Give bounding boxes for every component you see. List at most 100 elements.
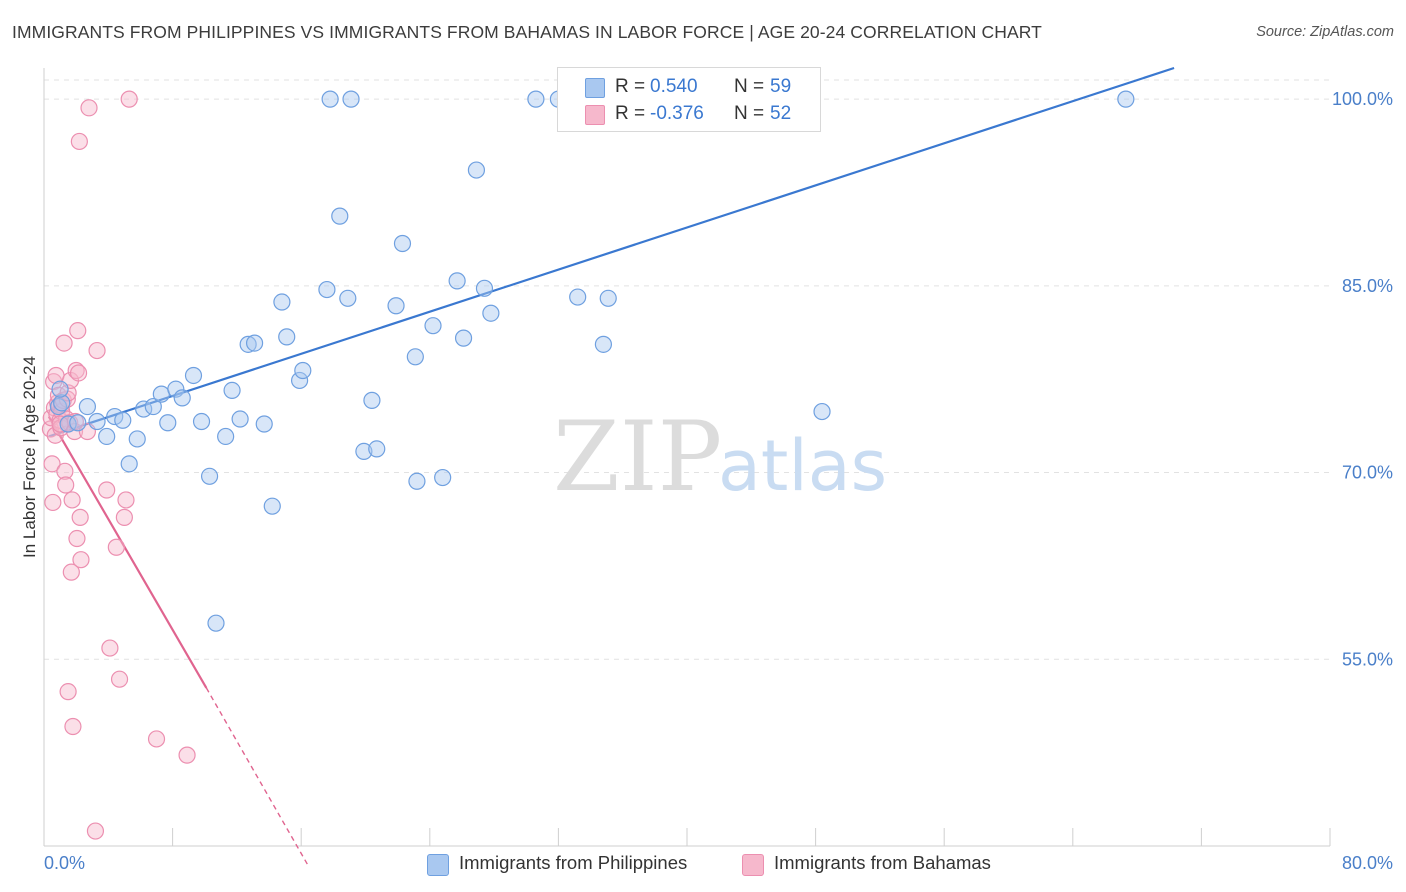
legend-row-philippines: R = 0.540 N = 59 [558, 76, 820, 100]
data-point-philippines [393, 234, 412, 253]
legend-r-value: -0.376 [650, 103, 704, 124]
legend-n-value: 52 [770, 103, 792, 124]
data-point-bahamas [120, 90, 138, 108]
gridlines [44, 79, 1330, 660]
data-point-philippines [1117, 90, 1135, 108]
watermark-zip: ZIP [553, 401, 722, 513]
trend-lines [47, 66, 1175, 866]
data-point-bahamas [43, 455, 61, 473]
data-point-philippines [406, 348, 424, 366]
data-point-philippines [135, 400, 153, 418]
data-point-philippines [98, 427, 116, 446]
data-point-bahamas [57, 476, 75, 494]
y-axis-label-group: In Labor Force | Age 20-24 [20, 356, 39, 558]
data-point-philippines [78, 397, 97, 416]
trend-line-1 [47, 415, 208, 689]
legend-r-value: 0.540 [650, 76, 698, 97]
data-point-bahamas [70, 132, 88, 151]
axes [43, 68, 1331, 847]
data-point-philippines [339, 289, 357, 307]
data-point-philippines [120, 455, 138, 473]
y-tick-label: 70.0% [1342, 463, 1393, 483]
series-label-philippines: Immigrants from Philippines [459, 852, 688, 873]
legend-n-value: 59 [770, 76, 792, 97]
data-points [41, 90, 1135, 840]
data-point-philippines [128, 430, 146, 448]
data-point-bahamas [80, 99, 98, 117]
data-point-philippines [51, 380, 69, 398]
data-point-bahamas [67, 361, 85, 380]
data-point-bahamas [98, 481, 116, 499]
data-point-philippines [387, 297, 405, 315]
data-point-philippines [114, 411, 132, 429]
data-point-philippines [207, 614, 225, 632]
data-point-bahamas [107, 538, 125, 556]
data-point-philippines [594, 335, 613, 353]
data-point-philippines [239, 335, 257, 353]
data-point-philippines [144, 397, 162, 416]
data-point-philippines [200, 467, 219, 485]
data-point-philippines [475, 279, 494, 297]
data-point-philippines [192, 412, 211, 431]
data-point-bahamas [147, 730, 166, 748]
data-point-philippines [321, 90, 339, 108]
data-point-bahamas [71, 508, 89, 526]
data-point-bahamas [63, 491, 81, 509]
trend-line-extension-1 [205, 687, 309, 866]
data-point-philippines [368, 440, 386, 458]
data-point-philippines [53, 394, 71, 412]
data-point-philippines [318, 280, 336, 299]
data-point-philippines [363, 391, 381, 409]
y-tick-label: 85.0% [1342, 276, 1393, 296]
data-point-bahamas [110, 670, 129, 688]
chart-title: IMMIGRANTS FROM PHILIPPINES VS IMMIGRANT… [12, 22, 1042, 42]
series-swatch-philippines [427, 854, 449, 876]
data-point-philippines [294, 361, 312, 380]
legend-n-key: N = [734, 103, 765, 124]
data-point-philippines [331, 207, 349, 225]
data-point-philippines [599, 289, 617, 307]
data-point-bahamas [69, 322, 87, 340]
y-axis-label: In Labor Force | Age 20-24 [20, 356, 39, 558]
data-point-philippines [467, 161, 486, 179]
data-point-philippines [167, 380, 185, 398]
series-swatch-bahamas [742, 854, 764, 876]
data-point-philippines [454, 329, 473, 347]
correlation-legend: R = 0.540 N = 59 R = -0.376 N = 52 [557, 67, 821, 132]
legend-n-key: N = [734, 76, 765, 97]
data-point-bahamas [62, 563, 80, 581]
data-point-philippines [245, 334, 264, 352]
data-point-bahamas [101, 639, 119, 657]
y-tick-label: 100.0% [1332, 89, 1393, 109]
data-point-bahamas [59, 683, 77, 701]
data-point-philippines [342, 90, 360, 108]
data-point-bahamas [44, 493, 62, 512]
series-label-bahamas: Immigrants from Bahamas [774, 852, 991, 873]
data-point-bahamas [117, 491, 135, 509]
data-point-philippines [152, 385, 170, 403]
data-point-bahamas [64, 717, 82, 736]
data-point-philippines [408, 472, 426, 490]
data-point-bahamas [68, 529, 86, 548]
data-point-philippines [106, 407, 124, 426]
data-point-philippines [88, 412, 106, 431]
data-point-philippines [231, 410, 249, 428]
watermark: ZIP atlas [553, 401, 887, 513]
data-point-bahamas [69, 364, 88, 382]
data-point-philippines [173, 389, 191, 407]
data-point-philippines [569, 288, 587, 306]
data-point-philippines [813, 402, 831, 421]
x-tick-label: 0.0% [44, 853, 85, 873]
trend-line-0 [48, 66, 1175, 438]
source-credit: Source: ZipAtlas.com [1256, 24, 1394, 40]
legend-row-bahamas: R = -0.376 N = 52 [558, 103, 820, 127]
data-point-philippines [255, 415, 273, 433]
data-point-philippines [482, 304, 500, 322]
legend-swatch-bahamas [585, 105, 605, 125]
data-point-bahamas [56, 462, 74, 480]
data-point-philippines [273, 293, 291, 311]
data-point-bahamas [178, 746, 196, 764]
data-point-bahamas [55, 334, 73, 352]
data-point-philippines [159, 414, 177, 432]
